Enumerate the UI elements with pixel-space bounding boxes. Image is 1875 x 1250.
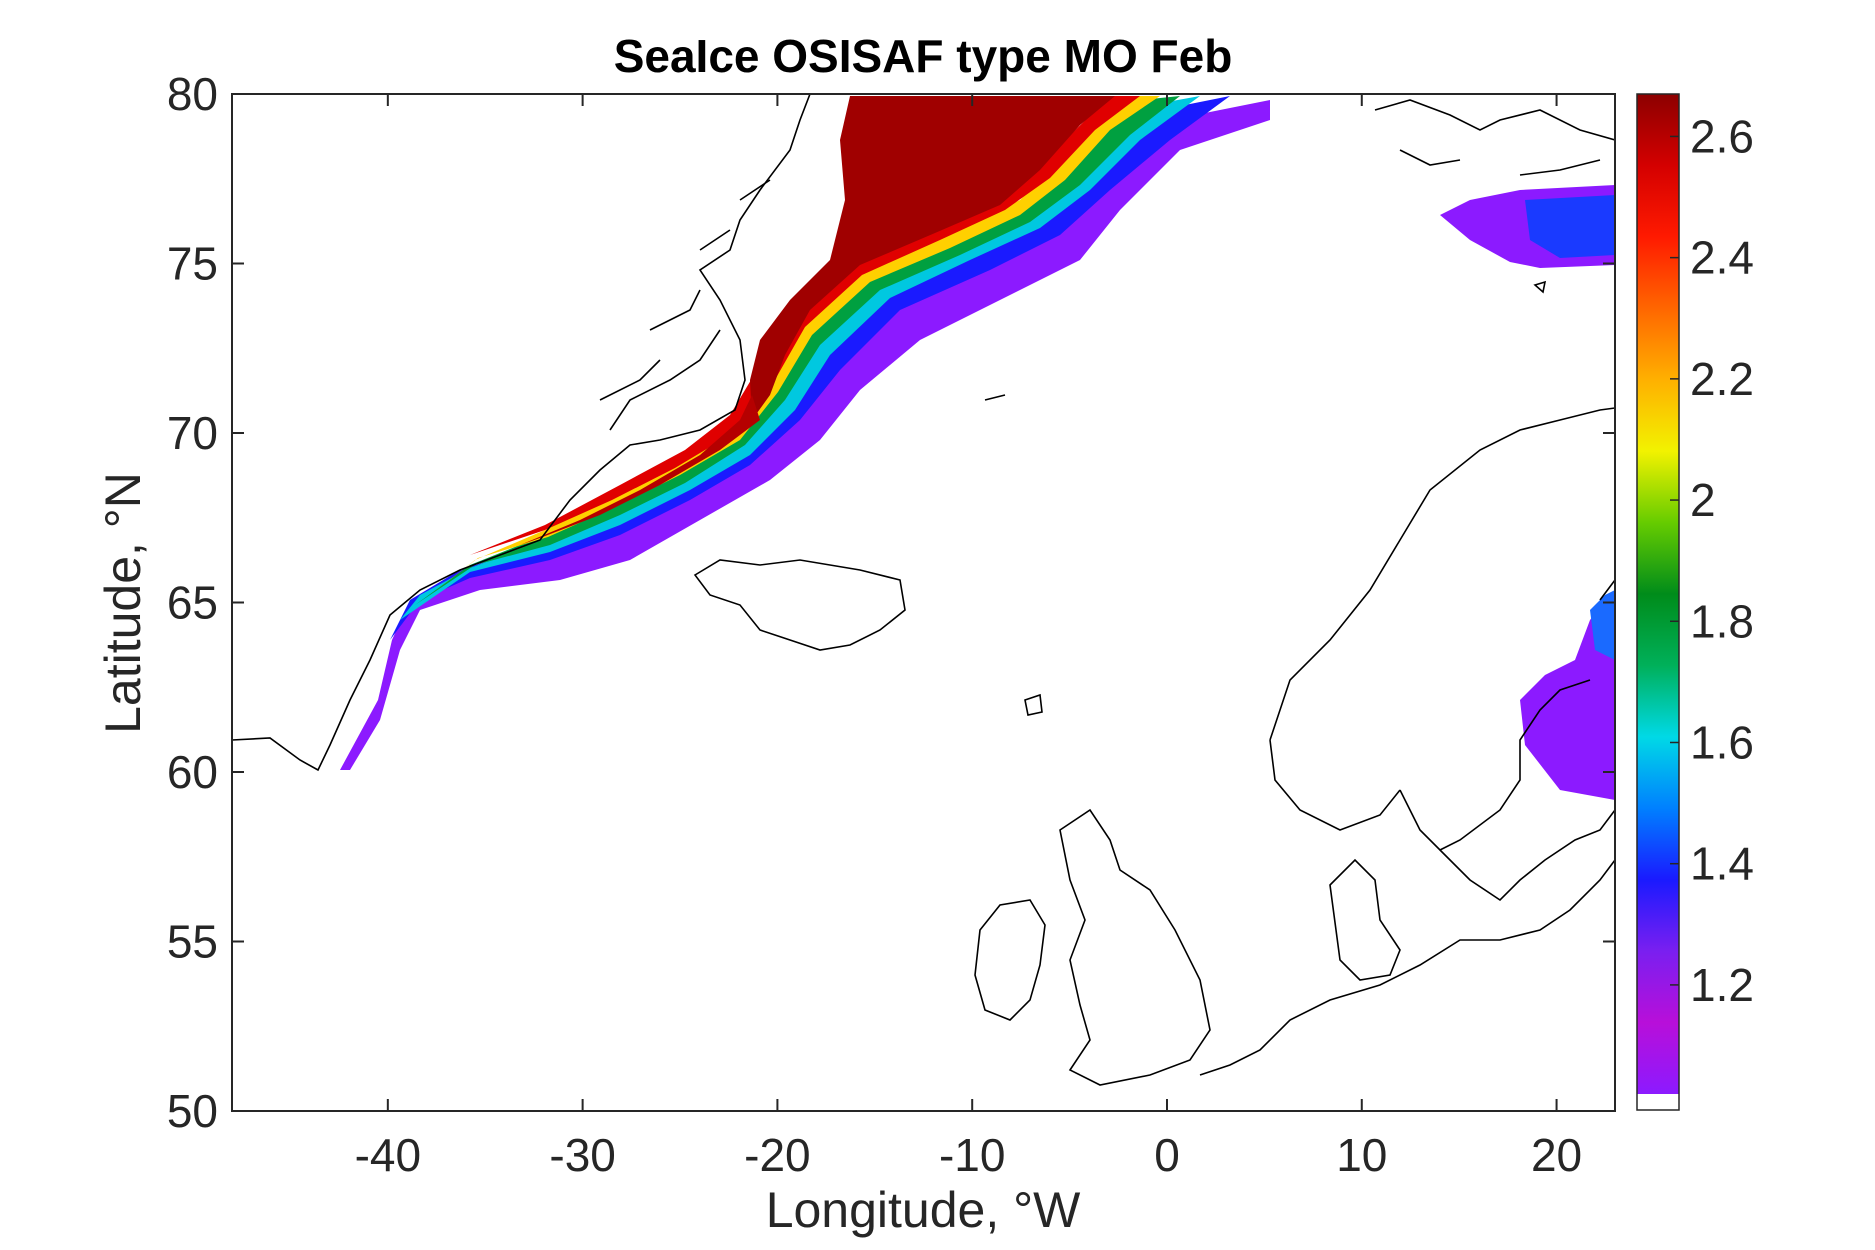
map-plot-area (232, 94, 1615, 1111)
colorbar-fill (1637, 94, 1679, 1094)
sea-ice-east-greenland (340, 96, 1270, 770)
y-tick-label: 80 (167, 68, 218, 120)
colorbar-tick-label: 1.6 (1690, 716, 1754, 768)
greenland-coast (232, 94, 811, 772)
colorbar-ticks: 1.2 1.4 1.6 1.8 2 2.2 2.4 2.6 (1670, 110, 1754, 1011)
y-tick-label: 75 (167, 238, 218, 290)
y-tick-label: 50 (167, 1085, 218, 1137)
colorbar-tick-label: 1.2 (1690, 959, 1754, 1011)
y-axis-ticks: 50 55 60 65 70 75 80 (167, 68, 1615, 1137)
colorbar-tick-label: 1.4 (1690, 838, 1754, 890)
colorbar-tick-label: 2.6 (1690, 110, 1754, 162)
barents-blue (1525, 195, 1615, 258)
denmark-coast (1329, 858, 1401, 981)
ice-band-purple (340, 100, 1270, 770)
x-axis-ticks: -40 -30 -20 -10 0 10 20 (355, 94, 1582, 1181)
colorbar-frame (1636, 93, 1680, 1111)
map-title: SeaIce OSISAF type MO Feb (614, 30, 1233, 82)
continent-coast (1199, 859, 1615, 1076)
y-tick-label: 60 (167, 746, 218, 798)
colorbar-tick-label: 2.2 (1690, 353, 1754, 405)
jan-mayen (984, 394, 1006, 401)
greenland-fjords (599, 179, 771, 431)
bear-island (1533, 280, 1547, 294)
faroe (1024, 693, 1043, 716)
sea-ice-barents (1440, 185, 1615, 268)
ice-core-darkred (750, 96, 1115, 420)
baltic-coast (1439, 809, 1615, 902)
colorbar-tick-label: 2 (1690, 474, 1716, 526)
y-tick-label: 55 (167, 916, 218, 968)
x-tick-label: 20 (1531, 1129, 1582, 1181)
x-tick-label: -40 (355, 1129, 421, 1181)
y-tick-label: 65 (167, 577, 218, 629)
norway-coast (1269, 407, 1615, 831)
y-tick-label: 70 (167, 407, 218, 459)
x-tick-label: -20 (744, 1129, 810, 1181)
coastlines (232, 94, 1615, 1086)
x-tick-label: -30 (549, 1129, 615, 1181)
ireland-coast (974, 899, 1046, 1021)
colorbar-tick-label: 1.8 (1690, 595, 1754, 647)
bothnia-blue (1590, 590, 1615, 660)
colorbar-tick-label: 2.4 (1690, 232, 1754, 284)
x-tick-label: 10 (1336, 1129, 1387, 1181)
scandinavia-inner (1399, 579, 1615, 851)
y-axis-label: Latitude, °N (95, 472, 151, 734)
sea-ice-baltic (1520, 590, 1615, 800)
colorbar: 1.2 1.4 1.6 1.8 2 2.2 2.4 2.6 (1636, 93, 1754, 1111)
iceland-coast (693, 559, 906, 651)
bothnia-purple (1520, 590, 1615, 800)
britain-coast (1059, 808, 1211, 1086)
x-axis-label: Longitude, °W (766, 1182, 1081, 1238)
x-tick-label: 0 (1154, 1129, 1180, 1181)
colorbar-white-end (1637, 1094, 1679, 1110)
svalbard-coast (1374, 99, 1615, 176)
x-tick-label: -10 (939, 1129, 1005, 1181)
